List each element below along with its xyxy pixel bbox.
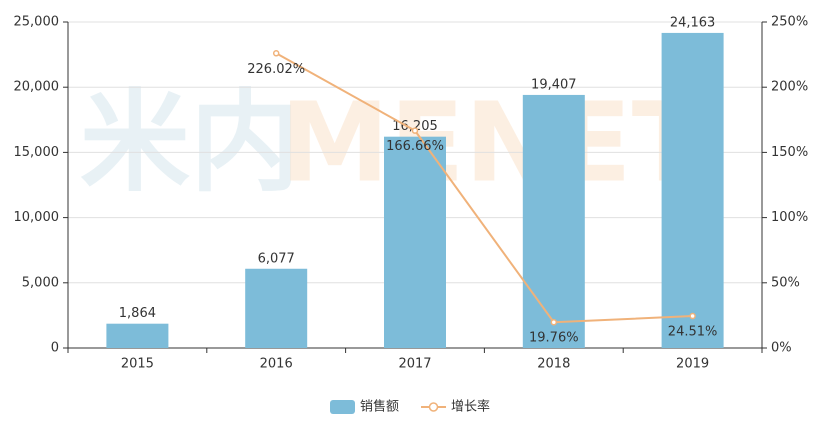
data-label: 19.76% bbox=[529, 331, 579, 346]
data-label: 1,864 bbox=[119, 306, 156, 321]
watermark: 米内 bbox=[80, 78, 300, 206]
bar bbox=[106, 323, 169, 348]
y2-tick-label: 50% bbox=[771, 275, 800, 290]
legend-swatch bbox=[428, 402, 439, 412]
line-point bbox=[550, 318, 558, 326]
y-tick-label: 15,000 bbox=[14, 145, 60, 160]
x-tick-label: 2016 bbox=[260, 357, 293, 372]
y-tick-label: 25,000 bbox=[14, 15, 60, 30]
legend-label[interactable]: 销售额 bbox=[360, 399, 399, 415]
bar bbox=[384, 136, 446, 348]
y2-tick-label: 250% bbox=[771, 15, 808, 30]
bar bbox=[661, 32, 724, 348]
y-tick-label: 5,000 bbox=[22, 275, 59, 290]
line-point bbox=[272, 50, 280, 57]
line bbox=[275, 52, 693, 324]
legend-label[interactable]: 增长率 bbox=[451, 399, 490, 415]
x-tick-label: 2018 bbox=[537, 357, 570, 372]
line-point bbox=[411, 127, 419, 134]
y2-tick-label: 150% bbox=[771, 145, 808, 160]
data-label: 16,205 bbox=[392, 119, 438, 134]
line-point bbox=[689, 312, 696, 320]
bar bbox=[522, 94, 585, 349]
data-label: 24.51% bbox=[668, 325, 718, 340]
data-label: 19,407 bbox=[531, 77, 577, 92]
y2-tick-label: 0% bbox=[771, 341, 792, 356]
y-tick-label: 0 bbox=[51, 341, 59, 356]
y-tick-label: 20,000 bbox=[14, 80, 60, 95]
x-tick-label: 2019 bbox=[676, 357, 709, 372]
data-label: 6,077 bbox=[258, 251, 295, 266]
data-label: 24,163 bbox=[670, 15, 716, 30]
bar bbox=[245, 268, 308, 348]
legend-swatch bbox=[330, 400, 355, 414]
y2-tick-label: 200% bbox=[771, 80, 808, 95]
data-label: 226.02% bbox=[247, 62, 305, 77]
y2-tick-label: 100% bbox=[771, 210, 808, 225]
y-tick-label: 10,000 bbox=[14, 210, 60, 225]
data-label: 166.66% bbox=[386, 139, 444, 154]
watermark: MENET bbox=[280, 78, 707, 206]
x-tick-label: 2017 bbox=[398, 357, 431, 372]
x-tick-label: 2015 bbox=[121, 357, 154, 372]
